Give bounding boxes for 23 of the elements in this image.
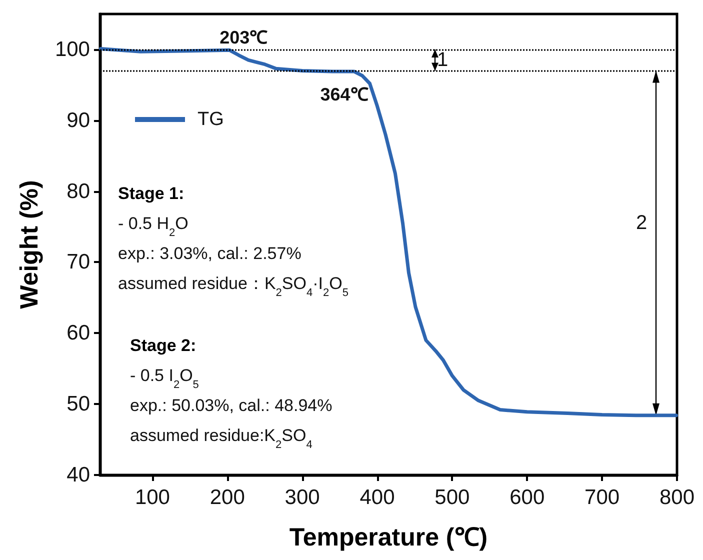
annotation: 2 — [636, 212, 648, 234]
x-axis-title: Temperature (℃) — [289, 524, 488, 552]
line-series — [99, 47, 678, 418]
x-tick-label: 500 — [434, 486, 470, 509]
y-tick-label: 40 — [66, 464, 90, 486]
x-tick-label: 800 — [659, 486, 695, 509]
x-tick-label: 300 — [284, 486, 320, 509]
y-tick-label: 80 — [66, 180, 90, 203]
x-tick-label: 100 — [134, 486, 170, 509]
x-tick-label: 200 — [210, 486, 245, 509]
annotation: 1 — [437, 49, 448, 72]
legend-label: TG — [198, 109, 224, 130]
annotation: 364℃ — [320, 84, 368, 105]
y-tick-label: 90 — [66, 108, 90, 132]
annotation: 203℃ — [220, 27, 268, 48]
y-axis-title: Weight (%) — [16, 180, 44, 309]
y-tick-label: 70 — [66, 250, 90, 274]
x-tick-label: 600 — [510, 486, 545, 509]
y-tick-label: 60 — [66, 322, 90, 345]
y-tick-label: 100 — [54, 38, 90, 61]
x-tick-label: 700 — [584, 486, 620, 509]
y-tick-label: 50 — [66, 392, 90, 416]
x-tick-label: 400 — [360, 486, 395, 509]
